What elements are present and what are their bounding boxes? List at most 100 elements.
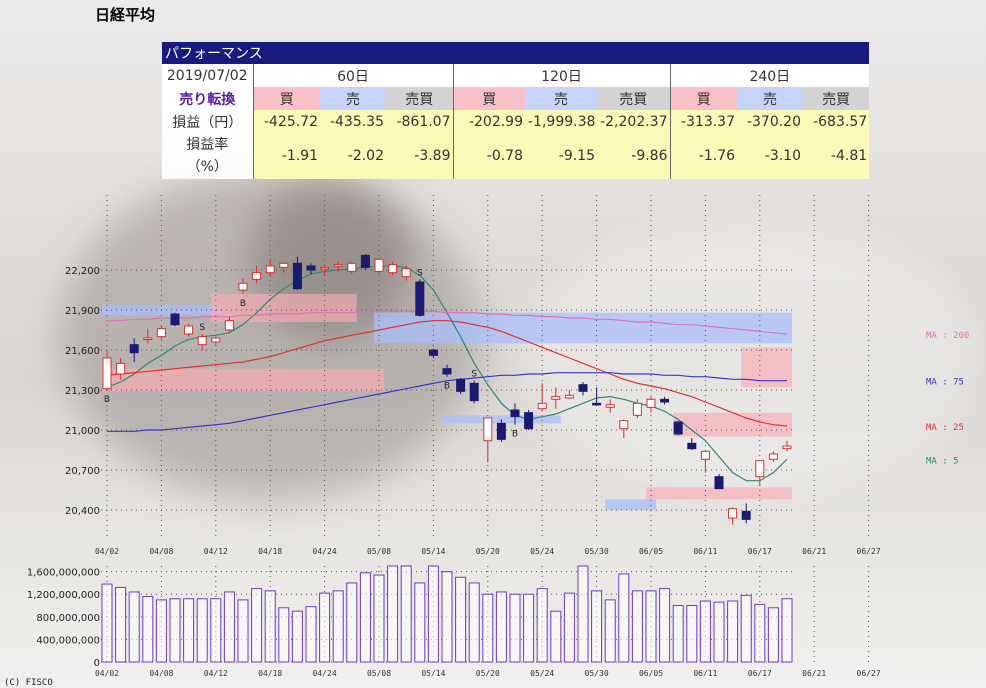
- volume-tick-label: 1,200,000,000: [27, 590, 100, 601]
- col-buy: 買: [669, 87, 737, 110]
- rate-cell: -9.86: [597, 133, 670, 179]
- x-tick-label: 04/24: [313, 547, 337, 556]
- signal-label: 売り転換: [162, 87, 253, 110]
- candle-body: [537, 402, 547, 410]
- volume-bar: [767, 607, 779, 663]
- x-tick-label: 04/12: [204, 547, 228, 556]
- candle-body: [401, 268, 411, 278]
- candle-body: [510, 409, 520, 418]
- candle-body: [442, 368, 452, 375]
- ma-label: MA : 75: [926, 378, 964, 388]
- x-tick-label: 06/21: [802, 547, 826, 556]
- volume-bar: [278, 607, 290, 663]
- col-sell: 売: [320, 87, 386, 110]
- col-buy: 買: [452, 87, 525, 110]
- volume-x-tick-label: 06/11: [693, 669, 717, 678]
- volume-x-tick-label: 06/21: [802, 669, 826, 678]
- candle-body: [428, 349, 438, 356]
- signal-marker: S: [471, 370, 477, 380]
- page-title: 日経平均: [95, 6, 156, 24]
- x-tick-label: 06/05: [639, 547, 663, 556]
- candle-body: [700, 450, 710, 460]
- volume-x-tick-label: 06/27: [857, 669, 881, 678]
- rate-cell: -2.02: [320, 133, 386, 179]
- candle-body: [456, 378, 466, 392]
- rate-cell: -4.81: [803, 133, 870, 179]
- candle-body: [224, 320, 234, 331]
- row-label-rate: 損益率 （%）: [162, 133, 253, 179]
- volume-bar: [604, 599, 616, 663]
- candle-body: [238, 282, 248, 291]
- volume-bar: [740, 594, 752, 663]
- col-net: 売買: [597, 87, 670, 110]
- volume-x-tick-label: 05/20: [476, 669, 500, 678]
- candle-body: [768, 453, 778, 460]
- candle-body: [714, 476, 724, 490]
- volume-bar: [359, 572, 371, 663]
- ma-line: [107, 372, 787, 432]
- volume-x-tick-label: 05/08: [367, 669, 391, 678]
- volume-bar: [495, 591, 507, 663]
- col-sell: 売: [737, 87, 803, 110]
- volume-bar: [264, 590, 276, 663]
- volume-x-tick-label: 04/18: [258, 669, 282, 678]
- pnl-cell: -425.72: [252, 110, 320, 133]
- ma-label: MA : 25: [926, 423, 964, 433]
- performance-header: パフォーマンス: [162, 42, 870, 64]
- x-tick-label: 06/17: [748, 547, 772, 556]
- y-tick-label: 21,600: [65, 346, 100, 357]
- rate-cell: -3.89: [386, 133, 453, 179]
- candle-body: [279, 262, 289, 268]
- x-tick-label: 04/18: [258, 547, 282, 556]
- y-tick-label: 20,700: [65, 466, 100, 477]
- x-tick-label: 05/30: [585, 547, 609, 556]
- volume-bar: [291, 610, 303, 663]
- pnl-cell: -861.07: [386, 110, 453, 133]
- candle-body: [660, 398, 670, 403]
- rate-cell: -1.76: [669, 133, 737, 179]
- pnl-cell: -435.35: [320, 110, 386, 133]
- candle-body: [564, 394, 574, 399]
- candle-body: [619, 420, 629, 430]
- ma-line: [106, 320, 788, 427]
- candle-body: [211, 337, 221, 343]
- candle-body: [170, 313, 180, 326]
- signal-band: [646, 487, 792, 500]
- volume-bar: [414, 582, 426, 663]
- row-label-pnl: 損益（円）: [162, 110, 253, 133]
- rate-label-line2: （%）: [186, 159, 228, 175]
- x-tick-label: 04/02: [95, 547, 119, 556]
- x-tick-label: 06/11: [693, 547, 717, 556]
- candle-body: [102, 357, 112, 390]
- volume-bar: [659, 588, 671, 663]
- y-tick-label: 21,900: [65, 306, 100, 317]
- x-tick-label: 04/08: [149, 547, 173, 556]
- candle-body: [320, 266, 330, 270]
- volume-x-tick-label: 06/05: [639, 669, 663, 678]
- volume-bar: [237, 599, 249, 663]
- volume-bar: [183, 598, 195, 663]
- volume-bar: [251, 588, 263, 663]
- volume-bar: [319, 592, 331, 663]
- volume-bar: [223, 591, 235, 663]
- volume-bar: [115, 586, 127, 663]
- candle-body: [782, 445, 792, 450]
- candle-body: [388, 264, 398, 274]
- volume-bar: [686, 605, 698, 663]
- candle-body: [333, 264, 343, 267]
- volume-x-tick-label: 04/02: [95, 669, 119, 678]
- volume-bar: [346, 582, 358, 663]
- pnl-cell: -313.37: [669, 110, 737, 133]
- table-date: 2019/07/02: [162, 64, 253, 87]
- candle-body: [184, 325, 194, 335]
- volume-bar: [427, 565, 439, 663]
- candle-body: [496, 422, 506, 440]
- volume-bar: [550, 610, 562, 663]
- volume-tick-label: 1,600,000,000: [27, 568, 100, 579]
- x-tick-label: 05/24: [530, 547, 554, 556]
- period-240: 240日: [669, 64, 870, 87]
- candle-body: [252, 272, 262, 280]
- signal-band: [210, 294, 357, 322]
- period-120: 120日: [452, 64, 670, 87]
